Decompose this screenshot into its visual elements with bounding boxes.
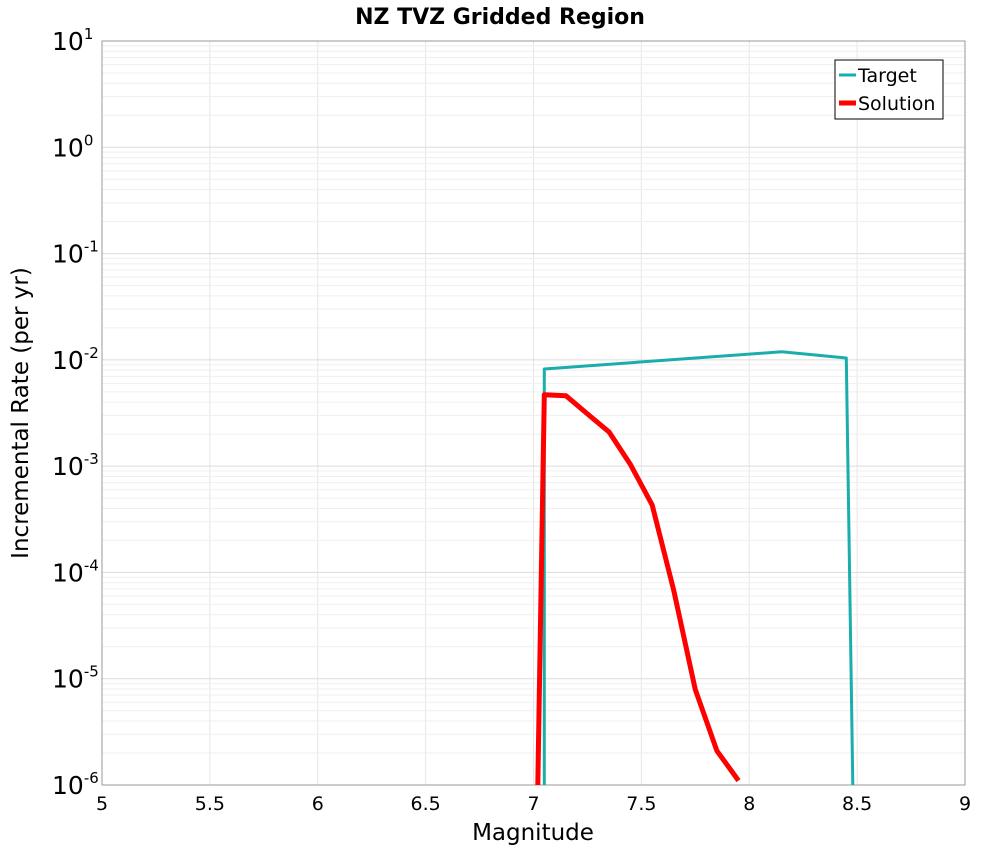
y-tick-label: 10-5 bbox=[52, 663, 99, 694]
legend: Target Solution bbox=[834, 59, 944, 120]
x-tick-labels: 5 5.5 6 6.5 7 7.5 8 8.5 9 bbox=[96, 793, 971, 815]
legend-box bbox=[834, 59, 944, 120]
series-layer bbox=[535, 350, 855, 786]
y-axis-label: Incremental Rate (per yr) bbox=[8, 267, 34, 559]
x-tick-label: 6 bbox=[312, 793, 324, 815]
legend-label-solution: Solution bbox=[858, 93, 935, 115]
y-tick-label: 10-4 bbox=[52, 556, 99, 587]
x-tick-label: 7.5 bbox=[626, 793, 656, 815]
y-tick-label: 100 bbox=[52, 131, 93, 162]
legend-label-target: Target bbox=[857, 65, 917, 87]
x-tick-label: 6.5 bbox=[411, 793, 441, 815]
x-tick-label: 5 bbox=[96, 793, 108, 815]
plot-area-border bbox=[101, 40, 966, 786]
grid bbox=[101, 41, 966, 786]
x-tick-label: 5.5 bbox=[195, 793, 225, 815]
chart-title: NZ TVZ Gridded Region bbox=[355, 5, 645, 30]
y-tick-labels: 10-6 10-5 10-4 10-3 10-2 10-1 100 101 bbox=[52, 25, 99, 800]
x-tick-label: 7 bbox=[527, 793, 539, 815]
y-tick-label: 10-2 bbox=[52, 344, 99, 375]
y-tick-label: 101 bbox=[52, 25, 93, 56]
x-tick-label: 8 bbox=[743, 793, 755, 815]
y-tick-label: 10-6 bbox=[52, 769, 99, 800]
x-tick-label: 8.5 bbox=[842, 793, 872, 815]
x-tick-label: 9 bbox=[959, 793, 971, 815]
y-tick-label: 10-3 bbox=[52, 450, 99, 481]
series-line-solution bbox=[535, 392, 741, 786]
x-axis-label: Magnitude bbox=[472, 820, 594, 846]
y-tick-label: 10-1 bbox=[52, 238, 99, 269]
